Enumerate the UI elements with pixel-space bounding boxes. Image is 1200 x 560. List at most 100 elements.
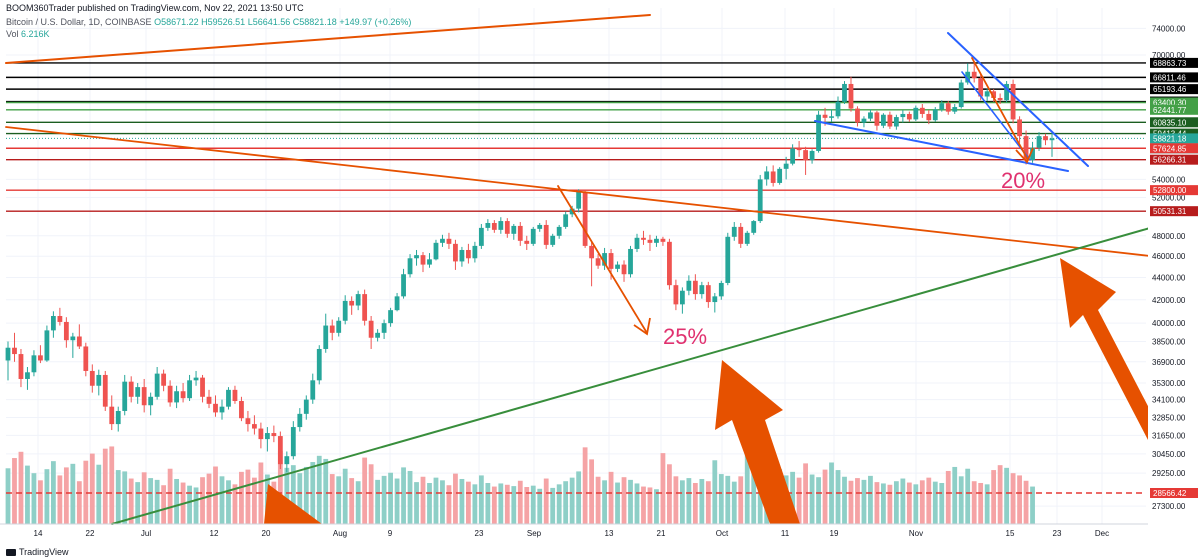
price-level-tag-label: 68863.73 <box>1153 59 1187 68</box>
candle-body <box>900 113 906 118</box>
volume-bar <box>375 479 381 524</box>
candle-body <box>647 239 653 243</box>
volume-bar <box>803 463 808 524</box>
price-level-tag <box>1150 206 1198 217</box>
candle-body <box>816 114 821 151</box>
volume-bar <box>453 473 458 524</box>
candle-body <box>264 433 270 440</box>
candle-body <box>388 310 393 324</box>
time-tick-label: Jul <box>141 529 151 538</box>
trendline-green-ascending <box>111 227 1151 525</box>
volume-bar <box>932 481 938 524</box>
volume-bar <box>589 459 595 524</box>
candle-body <box>550 235 556 245</box>
candle-body <box>200 377 205 397</box>
price-level-tag <box>1150 97 1198 108</box>
candle-body <box>174 391 179 403</box>
candle-body <box>115 410 121 425</box>
volume-ref-tag <box>1150 488 1198 498</box>
candle-body <box>213 403 218 413</box>
volume-bar <box>478 475 484 524</box>
annotation-20pct: 20% <box>1001 168 1045 193</box>
volume-bar <box>524 487 530 524</box>
candle-body <box>323 325 329 349</box>
candle-body <box>414 255 419 259</box>
candle-body <box>628 248 633 275</box>
volume-bar <box>861 479 867 524</box>
price-tick-label: 29250.00 <box>1152 469 1186 478</box>
price-tick-label: 42000.00 <box>1152 296 1186 305</box>
time-tick-label: Sep <box>527 529 542 538</box>
volume-bar <box>809 474 815 524</box>
ohlc-change: +149.97 (+0.26%) <box>339 17 412 27</box>
trendline-blue-bottom <box>814 120 1069 172</box>
candle-body <box>543 224 549 245</box>
tradingview-footer[interactable]: TradingView <box>6 547 69 557</box>
volume-bar <box>57 475 63 524</box>
candle-body <box>472 245 478 259</box>
candle-body <box>939 103 945 110</box>
candle-body <box>504 221 510 234</box>
volume-bar <box>576 471 582 524</box>
price-level-tag <box>1150 104 1198 115</box>
candle-body <box>842 83 847 102</box>
candles <box>5 62 1055 473</box>
candle-body <box>303 399 309 414</box>
volume-bar <box>154 479 160 524</box>
candle-body <box>997 97 1003 101</box>
candle-body <box>102 374 108 407</box>
candle-body <box>1004 83 1010 101</box>
candle-body <box>375 332 381 338</box>
candle-body <box>751 221 757 233</box>
volume-bar <box>855 478 860 524</box>
arrowhead-25 <box>633 317 651 336</box>
candle-body <box>757 179 763 222</box>
volume-bar <box>394 478 400 524</box>
volume-bar <box>926 477 932 524</box>
volume-bar <box>342 468 348 524</box>
candle-body <box>427 259 432 265</box>
time-axis: 14 22 Jul 12 20 Aug 9 23 Sep 13 21 Oct 11 19 Nov 15 23 De… <box>0 523 1148 538</box>
volume-bar <box>161 485 167 524</box>
price-tick-label: 30450.00 <box>1152 450 1186 459</box>
volume-bar <box>433 477 439 524</box>
volume-bar <box>517 480 523 524</box>
volume-bar <box>18 451 24 524</box>
volume-bar <box>965 468 971 524</box>
volume-bar <box>427 482 432 524</box>
price-level-tag <box>1150 185 1198 196</box>
candle-body <box>122 381 128 411</box>
candle-body <box>5 347 11 361</box>
volume-bar <box>615 482 620 524</box>
price-tick-label: 52000.00 <box>1152 193 1186 202</box>
volume-bar <box>945 470 951 524</box>
volume-bar <box>744 450 750 524</box>
candle-body <box>641 237 646 240</box>
volume-bar <box>115 470 121 524</box>
volume-bar <box>952 466 958 524</box>
time-tick-label: 22 <box>86 529 95 538</box>
volume-bar <box>25 465 30 524</box>
volume-bar <box>96 464 102 524</box>
volume-bar <box>70 463 76 524</box>
candle-body <box>971 71 977 79</box>
candle-body <box>362 294 368 321</box>
candle-body <box>764 171 770 180</box>
candle-body <box>459 249 465 262</box>
volume-bar <box>316 455 322 524</box>
candle-body <box>154 373 160 397</box>
candle-body <box>401 274 406 297</box>
candle-body <box>277 436 283 465</box>
symbol-name: Bitcoin / U.S. Dollar, 1D, COINBASE <box>6 17 152 27</box>
volume-bar <box>550 487 556 524</box>
volume-bar <box>971 481 977 524</box>
volume-bar <box>537 488 543 524</box>
candle-body <box>420 255 426 265</box>
price-level-tag-label: 56266.31 <box>1153 156 1187 165</box>
candle-body <box>12 347 17 355</box>
candle-body <box>349 300 355 306</box>
volume-bar <box>355 481 361 524</box>
volume-bar <box>621 477 627 524</box>
candle-body <box>135 387 141 397</box>
